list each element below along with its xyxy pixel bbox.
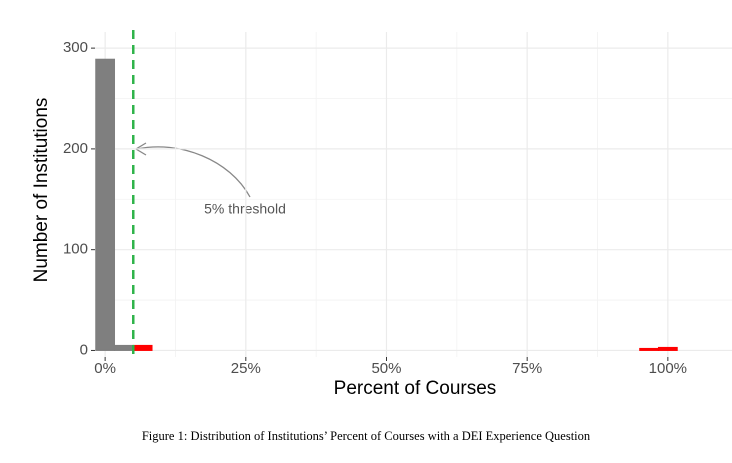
- y-tick-label: 100: [63, 241, 88, 258]
- y-tick-label: 200: [63, 140, 88, 157]
- x-tick-label: 100%: [649, 360, 687, 377]
- y-axis-title: Number of Institutions: [31, 98, 52, 283]
- y-tick-label: 0: [80, 341, 88, 358]
- y-tick-label: 300: [63, 39, 88, 56]
- annotation-arrow: [136, 146, 251, 198]
- x-tick-label: 50%: [371, 360, 401, 377]
- x-tick-label: 75%: [512, 360, 542, 377]
- bar: [132, 344, 153, 351]
- caption: Figure 1: Distribution of Institutions’ …: [142, 429, 591, 443]
- x-tick-label: 0%: [94, 360, 116, 377]
- bar: [639, 347, 659, 351]
- bar: [95, 58, 116, 351]
- bar: [657, 346, 678, 351]
- x-tick-label: 25%: [231, 360, 261, 377]
- annotation: 5% threshold: [204, 201, 286, 217]
- x-axis-title: Percent of Courses: [334, 378, 497, 399]
- bar: [114, 344, 134, 351]
